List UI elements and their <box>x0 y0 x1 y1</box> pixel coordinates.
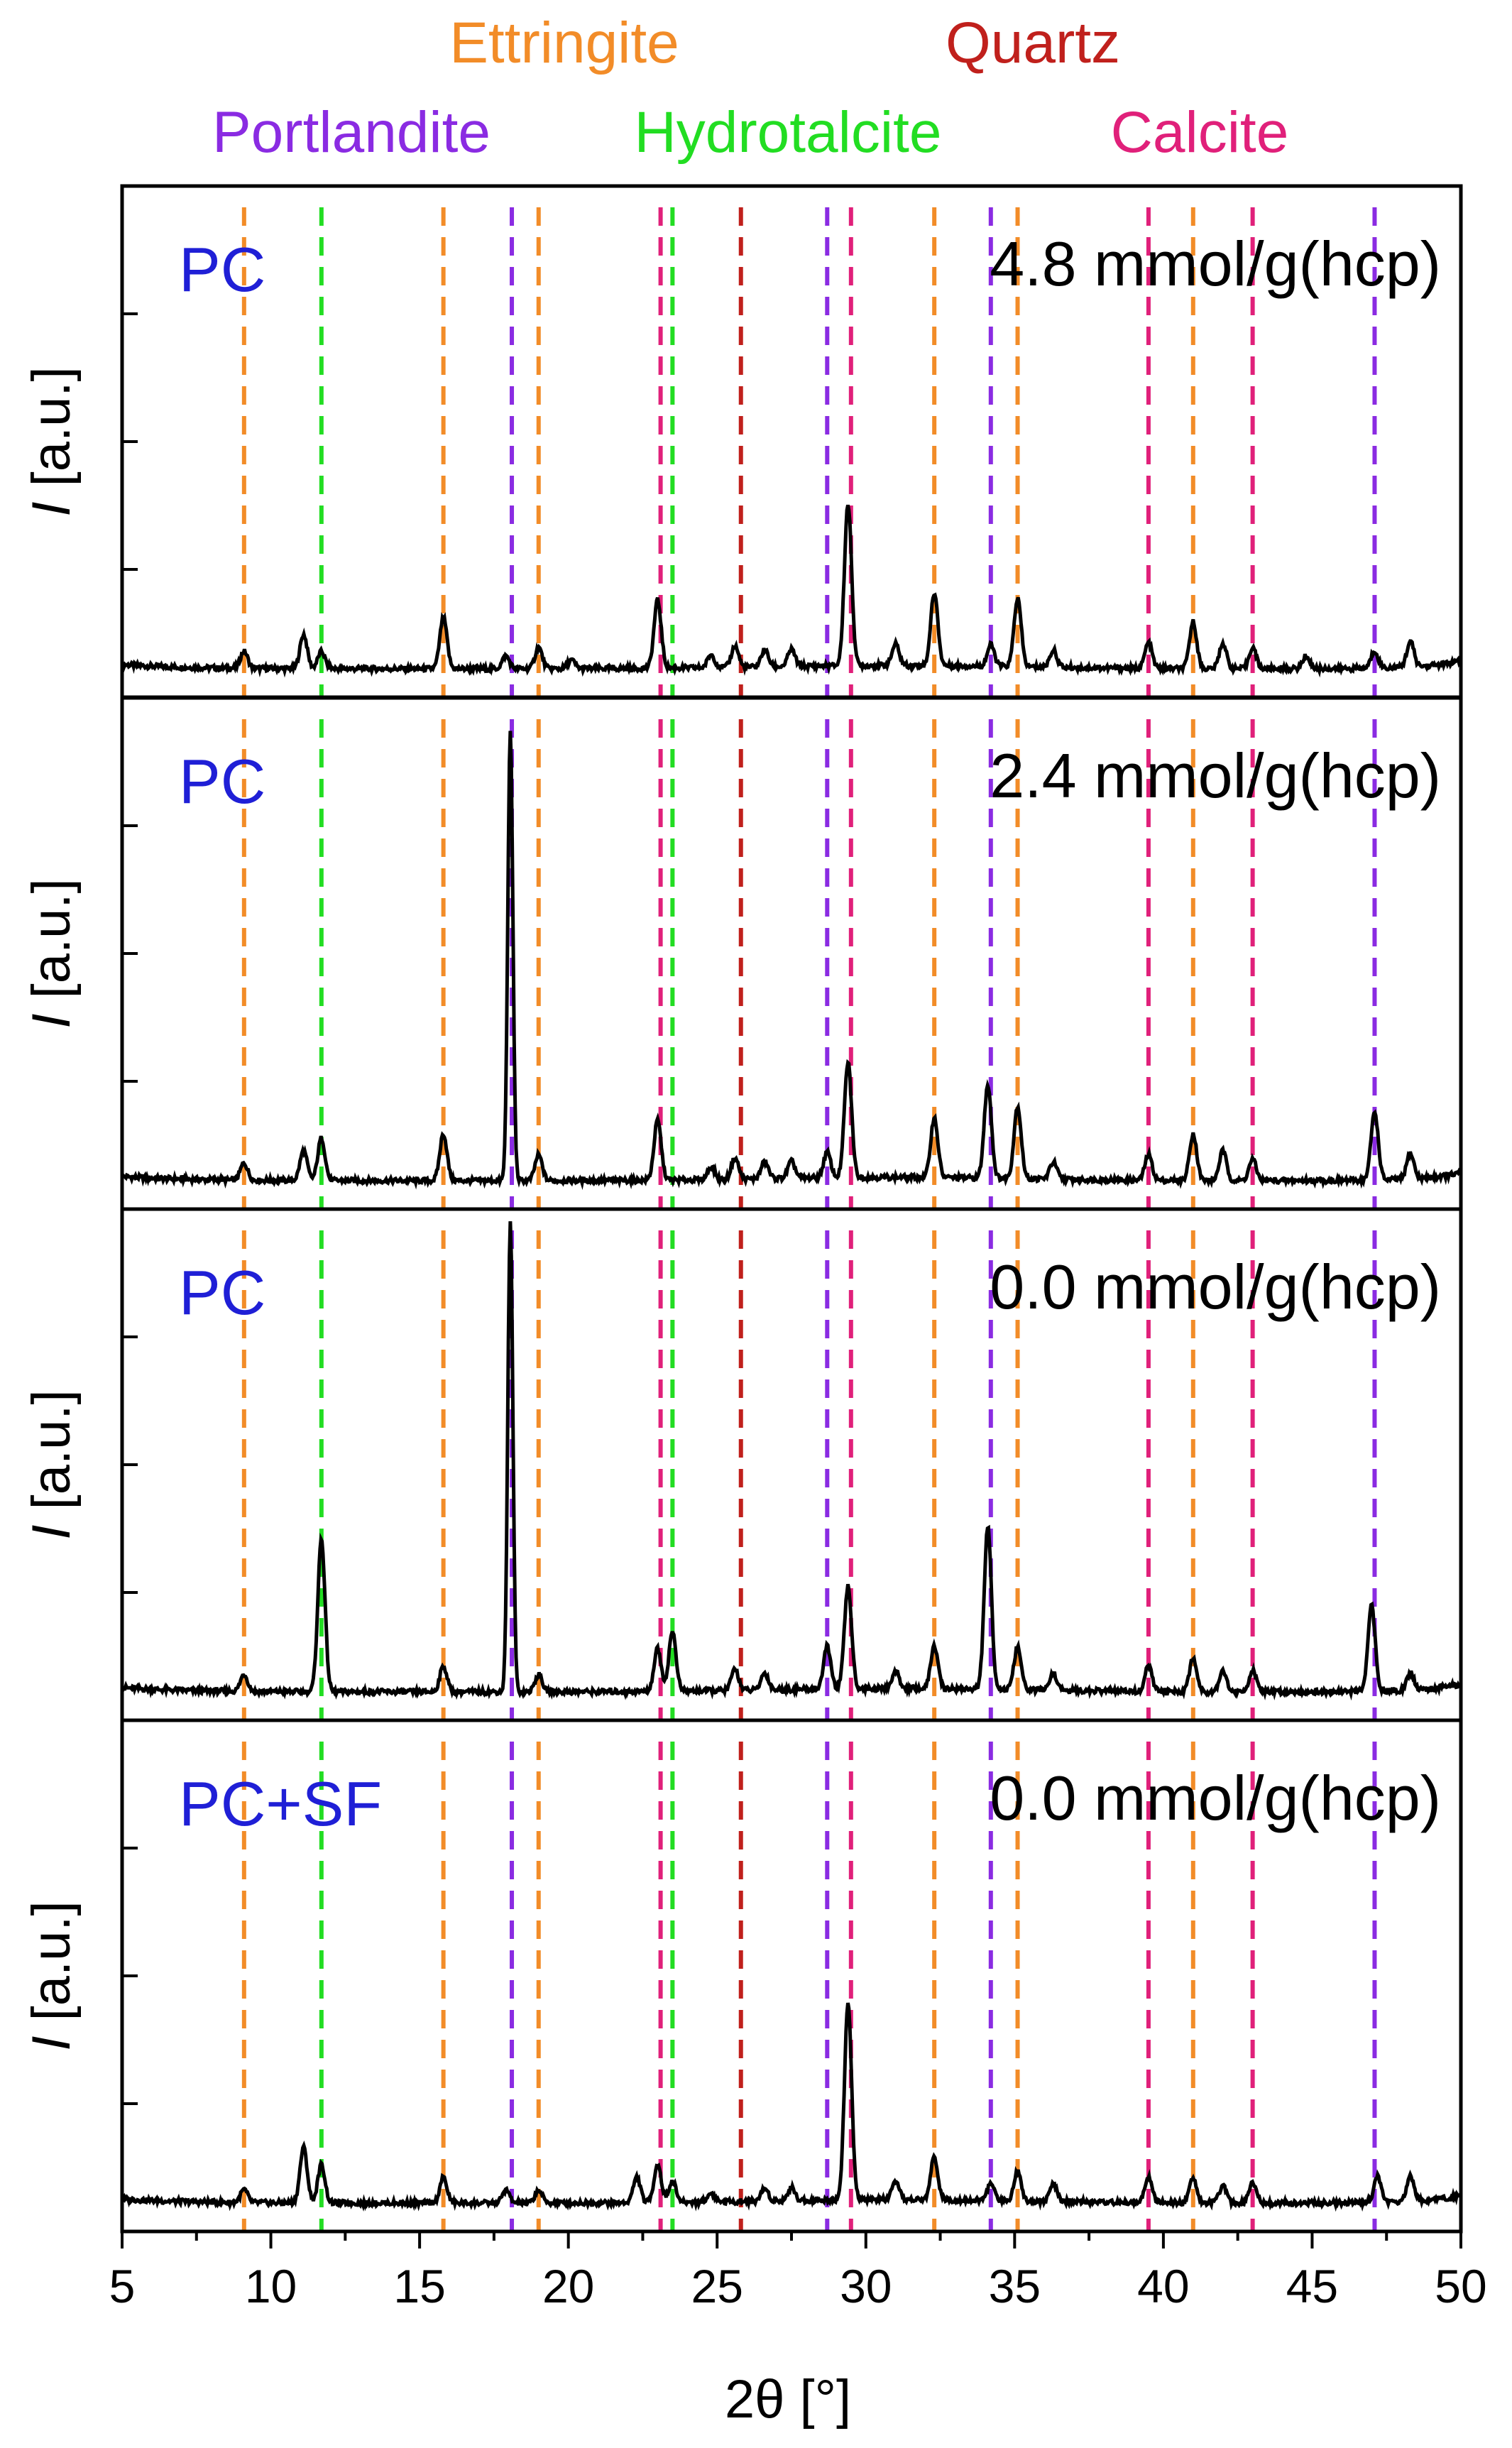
xrd-pattern <box>122 1221 1461 1701</box>
x-tick-label: 15 <box>393 2260 445 2312</box>
y-axis-unit: [a.u.] <box>21 1389 82 1524</box>
legend-quartz: Quartz <box>946 11 1120 75</box>
xrd-pattern <box>122 2002 1461 2212</box>
y-axis-unit: [a.u.] <box>21 1901 82 2036</box>
legend-ettringite: Ettringite <box>449 11 679 75</box>
legend-calcite: Calcite <box>1111 100 1289 165</box>
y-axis-symbol: I <box>21 1014 82 1029</box>
panel-2: PC 0.0 mmol/g(hcp) I [a.u.] <box>21 1207 1463 1722</box>
x-tick-label: 40 <box>1137 2260 1189 2312</box>
legend-hydrotalcite: Hydrotalcite <box>635 100 942 165</box>
x-tick-label: 50 <box>1435 2260 1486 2312</box>
y-axis-label: I [a.u.] <box>21 1901 82 2050</box>
sample-label: PC <box>179 234 265 305</box>
phase-lines <box>241 207 1377 697</box>
y-axis-label: I [a.u.] <box>21 366 82 516</box>
concentration-label: 4.8 mmol/g(hcp) <box>990 229 1441 299</box>
x-tick-label: 45 <box>1286 2260 1338 2312</box>
y-axis-label: I [a.u.] <box>21 878 82 1028</box>
panel-3: PC+SF 0.0 mmol/g(hcp) I [a.u.] <box>21 1718 1463 2234</box>
phase-lines <box>241 1230 1377 1720</box>
x-tick-label: 5 <box>109 2260 136 2312</box>
x-axis-title: 2θ [°] <box>725 2369 851 2430</box>
panel-1: PC 2.4 mmol/g(hcp) I [a.u.] <box>21 696 1463 1211</box>
x-tick-label: 25 <box>691 2260 743 2312</box>
concentration-label: 2.4 mmol/g(hcp) <box>990 741 1441 811</box>
y-axis-label: I [a.u.] <box>21 1389 82 1539</box>
y-axis-unit: [a.u.] <box>21 878 82 1013</box>
y-axis-unit: [a.u.] <box>21 366 82 501</box>
sample-label: PC <box>179 746 265 816</box>
phase-lines <box>241 1742 1377 2231</box>
y-axis-symbol: I <box>21 502 82 517</box>
concentration-label: 0.0 mmol/g(hcp) <box>990 1763 1441 1833</box>
sample-label: PC <box>179 1257 265 1328</box>
legend-portlandite: Portlandite <box>212 100 491 165</box>
phase-legend: Ettringite Quartz Portlandite Hydrotalci… <box>212 11 1288 165</box>
y-axis-symbol: I <box>21 1525 82 1540</box>
concentration-label: 0.0 mmol/g(hcp) <box>990 1252 1441 1322</box>
x-axis: 5 10 15 20 25 30 35 40 45 50 <box>109 2231 1487 2312</box>
x-tick-label: 10 <box>245 2260 297 2312</box>
xrd-pattern <box>122 504 1461 678</box>
panels: PC 4.8 mmol/g(hcp) I [a.u.] PC 2.4 mmol/g(hc… <box>21 184 1463 2234</box>
x-tick-label: 35 <box>989 2260 1041 2312</box>
x-tick-label: 20 <box>542 2260 594 2312</box>
y-axis-symbol: I <box>21 2036 82 2051</box>
x-tick-label: 30 <box>840 2260 892 2312</box>
sample-label: PC+SF <box>179 1769 382 1839</box>
xrd-pattern <box>122 731 1461 1191</box>
